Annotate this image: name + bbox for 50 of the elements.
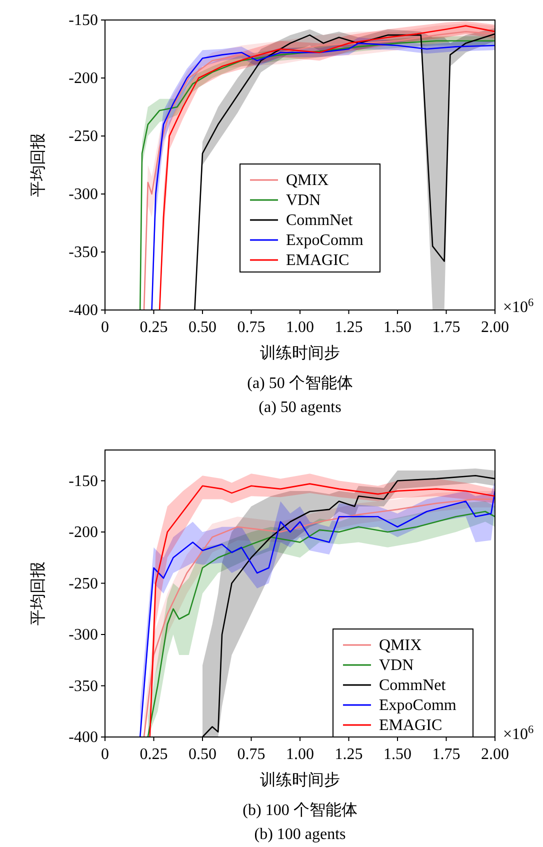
x-tick-label: 1.50 xyxy=(384,319,412,336)
x-axis-title: 训练时间步 xyxy=(260,770,340,789)
x-axis-title: 训练时间步 xyxy=(260,343,340,362)
legend-label: QMIX xyxy=(286,172,330,189)
y-tick-label: -300 xyxy=(68,626,98,644)
y-tick-label: -350 xyxy=(68,244,98,261)
y-tick-label: -250 xyxy=(68,575,98,592)
y-tick-label: -300 xyxy=(68,186,98,203)
legend-label: ExpoComm xyxy=(379,697,457,714)
legend-label: ExpoComm xyxy=(286,232,364,249)
legend-label: CommNet xyxy=(379,677,446,694)
x-tick-label: 1.00 xyxy=(286,746,314,763)
text: ×10$^{6}$ xyxy=(503,297,534,316)
legend-label: QMIX xyxy=(379,637,422,654)
x-tick-label: 0 xyxy=(101,319,109,336)
legend-label: VDN xyxy=(286,192,322,209)
x-tick-label: 0.25 xyxy=(140,319,168,336)
x-tick-label: 1.25 xyxy=(334,746,363,763)
y-tick-label: -400 xyxy=(68,729,98,746)
x-tick-label: 0.75 xyxy=(237,319,266,336)
y-tick-label: -150 xyxy=(68,12,98,29)
y-tick-label: -200 xyxy=(68,70,98,87)
text: (a) 50 agents xyxy=(258,399,342,416)
text: (a) 50 个智能体 xyxy=(247,374,353,392)
legend-label: CommNet xyxy=(286,212,354,229)
text: (b) 100 agents xyxy=(254,826,346,843)
x-tick-label: 2.00 xyxy=(481,746,509,763)
legend-label: VDN xyxy=(379,657,414,674)
y-tick-label: -150 xyxy=(68,472,98,490)
x-tick-label: 1.00 xyxy=(286,319,314,336)
x-tick-label: 0.50 xyxy=(188,746,216,763)
y-tick-label: -400 xyxy=(68,302,98,319)
x-tick-label: 0.50 xyxy=(188,319,216,336)
y-tick-label: -200 xyxy=(68,524,98,541)
x-tick-label: 1.75 xyxy=(432,319,460,336)
y-tick-label: -250 xyxy=(68,128,98,145)
text: ×10$^{6}$ xyxy=(503,724,534,743)
x-tick-label: 2.00 xyxy=(481,319,509,336)
text: (b) 100 个智能体 xyxy=(242,801,358,819)
x-tick-label: 0 xyxy=(101,746,109,763)
y-tick-label: -350 xyxy=(68,678,98,695)
x-tick-label: 0.25 xyxy=(140,746,168,763)
x-tick-label: 0.75 xyxy=(237,746,266,763)
x-tick-label: 1.75 xyxy=(432,746,460,763)
x-tick-label: 1.25 xyxy=(334,319,363,336)
x-tick-label: 1.50 xyxy=(384,746,412,763)
y-axis-title: 平均回报 xyxy=(28,562,47,626)
legend-label: EMAGIC xyxy=(379,717,442,734)
legend-label: EMAGIC xyxy=(286,252,350,269)
y-axis-title: 平均回报 xyxy=(28,133,47,197)
